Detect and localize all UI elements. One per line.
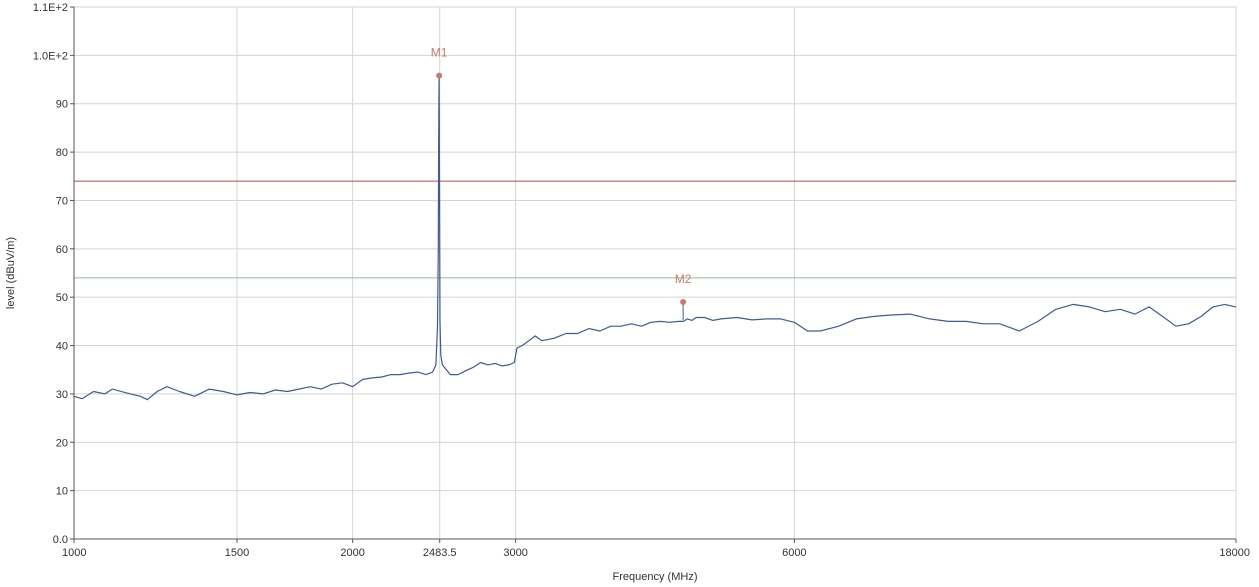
x-tick-label: 18000: [1219, 547, 1250, 559]
y-tick-labels: 0.0 10 20 30 40 50 60 70 80 90 1.0E+2 1.1E+2: [33, 2, 68, 546]
x-axis-title: Frequency (MHz): [613, 571, 698, 583]
x-tick-label: 3000: [503, 547, 527, 559]
y-tick-label: 50: [56, 292, 68, 304]
y-tick-label: 10: [56, 486, 68, 498]
x-tick-label: 2483.5: [423, 547, 457, 559]
x-tick-label: 1500: [225, 547, 249, 559]
x-tick-label: 2000: [340, 547, 364, 559]
marker-label: M1: [431, 46, 448, 60]
y-tick-label: 30: [56, 389, 68, 401]
y-tick-label: 40: [56, 341, 68, 353]
y-tick-label: 70: [56, 195, 68, 207]
x-tick-label: 6000: [782, 547, 806, 559]
y-tick-label: 90: [56, 99, 68, 111]
marker-point: [436, 72, 443, 79]
y-tick-label: 1.1E+2: [33, 2, 68, 14]
y-tick-label: 60: [56, 244, 68, 256]
plot-grid: [74, 6, 1237, 539]
x-tick-label: 1000: [62, 547, 86, 559]
marker-label: M2: [675, 272, 692, 286]
y-axis-title: level (dBuV/m): [5, 237, 17, 309]
plot-axes: [70, 6, 1237, 543]
y-tick-label: 1.0E+2: [33, 50, 68, 62]
y-tick-label: 20: [56, 437, 68, 449]
limit-lines: [74, 180, 1236, 279]
y-tick-label: 80: [56, 147, 68, 159]
marker-group: M1 M2: [431, 46, 692, 321]
series-group: [73, 75, 1237, 401]
y-tick-label: 0.0: [53, 534, 68, 546]
series-line: [73, 75, 1237, 401]
marker-point: [680, 299, 687, 306]
x-tick-labels: 1000 1500 2000 2483.5 3000 6000 18000: [62, 547, 1250, 559]
